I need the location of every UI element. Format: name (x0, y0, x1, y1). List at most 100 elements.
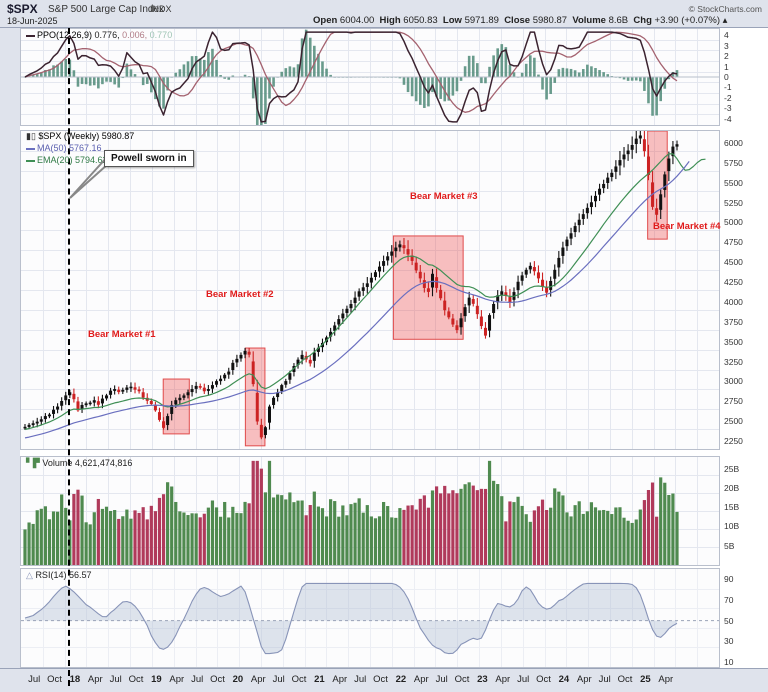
x-tick-month: Apr (658, 674, 674, 685)
price-y-tick: 5000 (724, 217, 743, 228)
x-tick-year: 22 (395, 674, 407, 685)
stockcharts-brand: © StockCharts.com (688, 4, 762, 14)
ema-legend-text: EMA(20) 5794.62 (37, 155, 108, 165)
x-axis: Jul Oct 18 Apr Jul Oct 19 Apr Jul Oct 20 Apr Jul Oct 2… (0, 668, 768, 692)
ppo-value-2: 0.006 (122, 30, 145, 40)
rsi-legend-text: RSI(14) 56.57 (35, 570, 92, 580)
price-plot (21, 131, 719, 449)
volume-legend-text: Volume 4,621,474,816 (42, 458, 133, 468)
volume-bars-icon: ▘▛ (26, 458, 40, 468)
ppo-y-tick: 3 (724, 40, 729, 51)
volume-label: Volume (572, 15, 606, 26)
price-y-tick: 4750 (724, 237, 743, 248)
ppo-y-tick: 4 (724, 30, 729, 41)
ppo-y-tick: 2 (724, 51, 729, 62)
price-y-tick: 5250 (724, 197, 743, 208)
x-tick-month: Apr (169, 674, 185, 685)
quote-bar: Open 6004.00 High 6050.83 Low 5971.89 Cl… (313, 15, 727, 26)
rsi-y-tick: 90 (724, 574, 734, 585)
open-label: Open (313, 15, 338, 26)
close-label: Close (504, 15, 531, 26)
ppo-y-tick: 0 (724, 72, 729, 82)
volume-value: 8.6B (608, 15, 629, 26)
ppo-plot (21, 29, 719, 125)
ppo-value-3: 0.770 (149, 30, 173, 40)
ppo-line-swatch (26, 34, 35, 37)
ppo-value-1: 0.776 (94, 30, 118, 40)
x-tick-month: Jul (517, 674, 530, 685)
ma-swatch (26, 147, 35, 150)
x-tick-month: Jul (28, 674, 41, 685)
rsi-y-tick: 30 (724, 636, 734, 647)
x-tick-month: Jul (354, 674, 367, 685)
price-legend-ma: MA(50) 5767.16 (26, 143, 102, 153)
x-tick-month: Jul (598, 674, 611, 685)
ppo-y-tick: -2 (724, 92, 732, 103)
quote-date: 18-Jun-2025 (7, 16, 58, 26)
x-tick-month: Oct (617, 674, 633, 685)
left-gutter (0, 28, 20, 668)
x-tick-year: 19 (151, 674, 162, 685)
price-y-tick: 3750 (724, 316, 743, 327)
volume-y-tick: 5B (724, 540, 735, 551)
high-value: 6050.83 (403, 15, 438, 26)
ppo-legend: PPO(12,26,9) 0.776, 0.006, 0.770 (26, 30, 172, 40)
x-tick-month: Apr (332, 674, 348, 685)
price-y-tick: 3250 (724, 356, 743, 367)
open-value: 6004.00 (339, 15, 375, 26)
volume-legend: ▘▛ Volume 4,621,474,816 (26, 458, 132, 469)
price-y-tick: 2500 (724, 416, 743, 427)
rsi-panel (20, 568, 720, 668)
chart-header: $SPX S&P 500 Large Cap Index INDX 18-Jun… (0, 0, 768, 28)
price-y-tick: 3000 (724, 376, 743, 387)
bear-market-2-label: Bear Market #2 (206, 289, 274, 300)
volume-y-tick: 25B (724, 463, 740, 474)
close-value: 5980.87 (532, 15, 568, 26)
x-tick-month: Apr (87, 674, 103, 685)
x-tick-year: 25 (640, 674, 651, 685)
price-y-tick: 5750 (724, 157, 743, 168)
x-tick-month: Oct (47, 674, 62, 685)
index-name: S&P 500 Large Cap Index (48, 4, 165, 15)
event-vertical-line (68, 28, 70, 686)
price-y-tick: 3500 (724, 336, 743, 347)
price-y-tick: 4000 (724, 296, 743, 307)
x-tick-month: Oct (454, 674, 470, 685)
price-y-tick: 4500 (724, 257, 743, 268)
exchange-label: INDX (150, 4, 172, 14)
chg-up-arrow: ▴ (722, 15, 728, 26)
rsi-legend: △ RSI(14) 56.57 (26, 570, 91, 581)
volume-panel (20, 456, 720, 566)
x-tick-month: Oct (373, 674, 388, 685)
ppo-y-tick: -3 (724, 103, 732, 114)
x-tick-year: 23 (477, 674, 488, 685)
bear-market-1-label: Bear Market #1 (88, 329, 156, 340)
x-tick-month: Apr (495, 674, 511, 685)
x-tick-month: Apr (413, 674, 429, 685)
ppo-y-tick: -1 (724, 82, 732, 93)
low-value: 5971.89 (464, 15, 499, 26)
x-tick-month: Jul (109, 674, 122, 685)
price-legend-symbol: ▮▯ $SPX (Weekly) 5980.87 (26, 131, 134, 142)
callout-pointer (69, 155, 109, 199)
high-label: High (379, 15, 401, 26)
chg-value: +3.90 (+0.07%) (654, 15, 721, 26)
rsi-line-icon: △ (26, 570, 33, 580)
rsi-plot (21, 569, 719, 667)
x-tick-month: Oct (128, 674, 144, 685)
price-legend-ema: EMA(20) 5794.62 (26, 155, 108, 165)
bear-market-4-label: Bear Market #4 (653, 221, 721, 232)
powell-callout: Powell sworn in (104, 150, 194, 167)
ma-legend-text: MA(50) 5767.16 (37, 143, 102, 153)
volume-plot (21, 457, 719, 565)
price-y-tick: 5500 (724, 177, 743, 188)
x-tick-year: 20 (232, 674, 244, 685)
x-tick-month: Apr (576, 674, 592, 685)
ppo-y-tick: -4 (724, 113, 732, 124)
ppo-panel (20, 28, 720, 126)
x-tick-month: Jul (191, 674, 204, 685)
rsi-y-tick: 50 (724, 615, 734, 626)
low-label: Low (442, 15, 462, 26)
volume-y-tick: 15B (724, 502, 740, 513)
